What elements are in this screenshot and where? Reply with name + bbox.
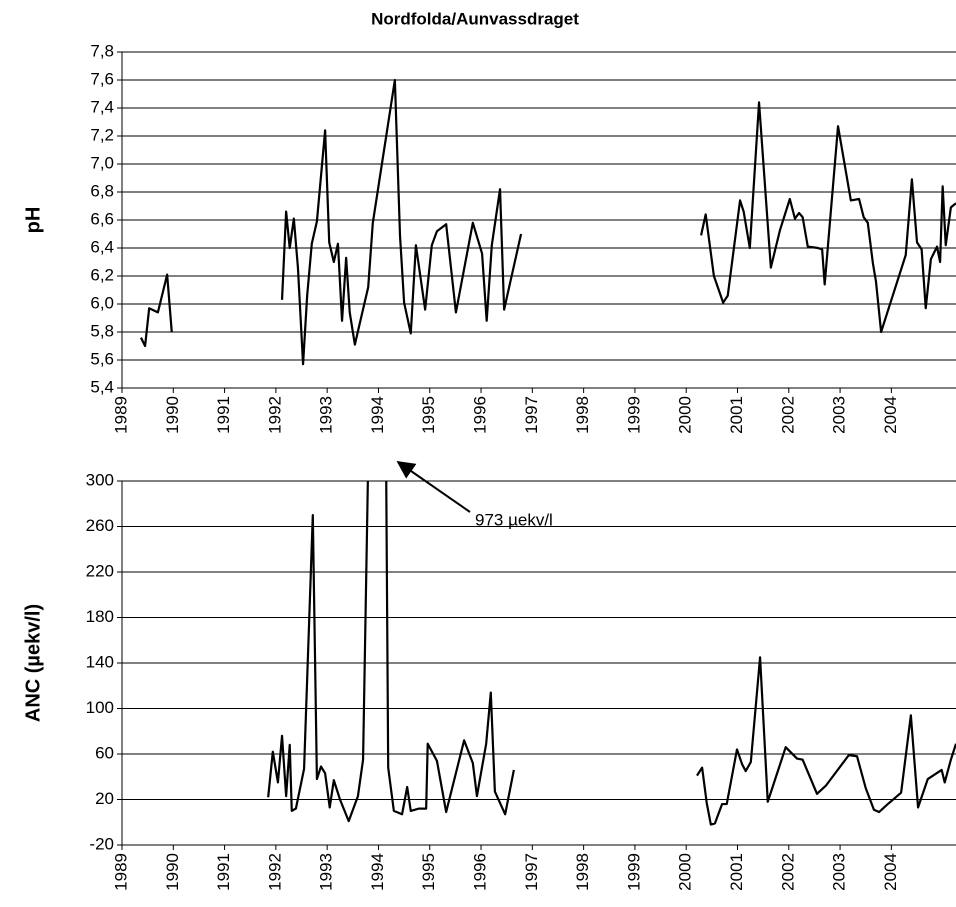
y-tick-label: 7,6 [90,69,114,88]
y-tick-label: 6,6 [90,209,114,228]
x-tick-label: 1990 [163,853,182,891]
x-tick-label: 1999 [624,396,643,434]
y-tick-label: 7,4 [90,97,114,116]
x-tick-label: 2003 [830,853,849,891]
y-tick-label: 60 [95,743,114,762]
x-tick-label: 1989 [111,853,130,891]
x-tick-label: 1995 [419,853,438,891]
x-tick-label: 1995 [419,396,438,434]
y-tick-label: 220 [86,561,114,580]
y-tick-label: 7,0 [90,153,114,172]
y-tick-label: 7,8 [90,41,114,60]
y-tick-label: -20 [89,834,114,853]
x-tick-label: 1990 [163,396,182,434]
x-tick-label: 1992 [265,853,284,891]
x-tick-label: 1993 [317,853,336,891]
y-tick-label: 6,4 [90,237,114,256]
x-tick-label: 1993 [317,396,336,434]
y-tick-label: 5,8 [90,321,114,340]
x-tick-label: 2000 [676,853,695,891]
x-tick-label: 1992 [265,396,284,434]
y-tick-label: 100 [86,698,114,717]
y-tick-label: 300 [86,470,114,489]
x-tick-label: 1998 [573,853,592,891]
y-tick-label: 5,6 [90,349,114,368]
x-tick-label: 2001 [727,853,746,891]
x-tick-label: 2004 [881,853,900,891]
x-tick-label: 1994 [368,396,387,434]
x-tick-label: 1999 [624,853,643,891]
x-tick-label: 1998 [573,396,592,434]
y-tick-label: 260 [86,516,114,535]
x-tick-label: 2000 [676,396,695,434]
y-tick-label: 6,8 [90,181,114,200]
x-tick-label: 1997 [522,396,541,434]
y-tick-label: 6,0 [90,293,114,312]
x-tick-label: 1996 [471,396,490,434]
x-tick-label: 1991 [214,396,233,434]
x-tick-label: 1994 [368,853,387,891]
x-tick-label: 1989 [111,396,130,434]
y-tick-label: 140 [86,652,114,671]
x-tick-label: 2002 [778,396,797,434]
x-tick-label: 2004 [881,396,900,434]
y-tick-label: 180 [86,607,114,626]
y-axis-title: pH [22,207,44,234]
chart-title: Nordfolda/Aunvassdraget [371,9,579,28]
x-tick-label: 2003 [830,396,849,434]
y-tick-label: 20 [95,789,114,808]
y-axis-title: ANC (µekv/l) [22,604,44,722]
data-line [267,481,956,826]
x-tick-label: 1991 [214,853,233,891]
x-tick-label: 2001 [727,396,746,434]
data-line [139,78,956,366]
x-tick-label: 1997 [522,853,541,891]
y-tick-label: 5,4 [90,377,114,396]
annotation-arrow [396,460,471,513]
y-tick-label: 6,2 [90,265,114,284]
x-tick-label: 1996 [471,853,490,891]
x-tick-label: 2002 [778,853,797,891]
annotation: 973 µekv/l [475,510,553,529]
y-tick-label: 7,2 [90,125,114,144]
